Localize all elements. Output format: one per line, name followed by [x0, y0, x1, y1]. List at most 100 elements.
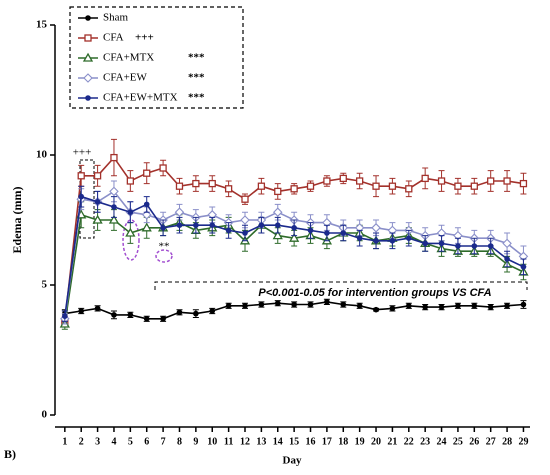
x-tick-label: 24 — [437, 436, 447, 447]
data-point — [502, 238, 512, 249]
data-point — [388, 182, 397, 190]
data-point — [174, 207, 185, 217]
data-point — [371, 223, 381, 233]
legend-label: CFA+MTX — [103, 52, 154, 64]
data-point — [487, 177, 495, 185]
x-tick-label: 25 — [453, 436, 463, 447]
data-point — [224, 185, 233, 193]
x-tick-label: 11 — [224, 436, 233, 447]
data-point — [274, 187, 282, 196]
bracket — [154, 281, 528, 290]
legend-marker — [85, 95, 91, 101]
bracket-text: P<0.001-0.05 for intervention groups VS … — [258, 287, 491, 299]
data-point — [126, 177, 134, 185]
x-tick-label: 12 — [240, 436, 250, 447]
data-point — [274, 222, 281, 228]
data-point — [372, 182, 380, 190]
x-tick-label: 14 — [273, 436, 283, 447]
data-point — [291, 301, 297, 308]
x-tick-label: 19 — [355, 436, 365, 447]
data-point — [504, 303, 510, 309]
data-point — [422, 240, 428, 247]
data-point — [209, 222, 216, 228]
data-point — [208, 179, 216, 188]
data-point — [291, 225, 297, 231]
data-point — [160, 316, 166, 322]
legend-label: Sham — [103, 12, 129, 24]
data-point — [78, 308, 85, 314]
data-point — [127, 312, 134, 318]
data-point — [504, 256, 510, 262]
data-point — [193, 222, 199, 228]
data-point — [471, 303, 478, 309]
x-tick-label: 1 — [62, 436, 67, 447]
panel-label: B) — [4, 447, 16, 461]
data-point — [143, 316, 150, 322]
data-point — [78, 193, 85, 200]
data-point — [159, 164, 167, 172]
data-point — [241, 195, 249, 203]
data-point — [242, 303, 248, 309]
data-point — [93, 172, 102, 180]
x-tick-label: 16 — [306, 436, 316, 447]
data-point — [519, 179, 528, 188]
legend-label: CFA+EW+MTX — [103, 92, 178, 104]
data-point — [455, 303, 461, 309]
legend-significance: +++ — [135, 32, 154, 44]
data-point — [175, 182, 184, 190]
legend-significance: *** — [188, 72, 205, 84]
data-point — [192, 179, 200, 188]
data-point — [438, 304, 445, 310]
legend-significance: *** — [188, 52, 205, 64]
data-point — [274, 300, 281, 307]
data-point — [324, 299, 330, 305]
data-point — [141, 222, 152, 232]
data-point — [141, 210, 152, 220]
data-point — [272, 207, 283, 217]
data-point — [225, 303, 232, 309]
data-point — [109, 186, 119, 197]
legend-box — [69, 6, 244, 109]
data-point — [193, 310, 199, 317]
y-tick-label: 15 — [36, 19, 48, 31]
data-point — [389, 305, 396, 312]
x-tick-label: 13 — [256, 436, 266, 447]
data-point — [339, 174, 347, 183]
x-tick-label: 20 — [371, 436, 381, 447]
highlight-ellipse — [122, 219, 140, 261]
data-point — [108, 214, 120, 224]
data-point — [111, 204, 117, 210]
day7-mark: ** — [159, 241, 170, 253]
data-point — [471, 243, 478, 249]
data-point — [94, 199, 101, 205]
day2-mark: +++ — [73, 147, 92, 159]
x-tick-label: 9 — [193, 436, 198, 447]
y-axis-label: Edema (mm) — [10, 187, 24, 254]
legend-label: CFA+EW — [103, 72, 148, 84]
data-point — [356, 235, 363, 241]
data-point — [307, 227, 314, 234]
data-point — [209, 308, 216, 314]
x-tick-label: 5 — [128, 436, 133, 447]
data-point — [160, 225, 166, 231]
data-point — [438, 240, 445, 247]
x-tick-label: 8 — [177, 436, 182, 447]
data-point — [176, 309, 183, 316]
x-tick-label: 18 — [338, 436, 348, 447]
y-tick-label: 0 — [42, 409, 48, 421]
x-tick-label: 21 — [387, 436, 397, 447]
legend-marker — [82, 52, 94, 62]
data-point — [455, 243, 461, 249]
x-tick-label: 28 — [502, 436, 512, 447]
data-point — [437, 177, 446, 185]
data-point — [62, 313, 68, 320]
x-tick-label: 10 — [207, 436, 217, 447]
x-axis-label: Day — [283, 455, 302, 467]
x-tick-label: 15 — [289, 436, 299, 447]
data-point — [340, 301, 347, 308]
data-point — [389, 238, 396, 244]
data-point — [324, 230, 330, 236]
data-point — [307, 301, 314, 308]
data-point — [405, 235, 412, 241]
data-point — [110, 153, 118, 162]
